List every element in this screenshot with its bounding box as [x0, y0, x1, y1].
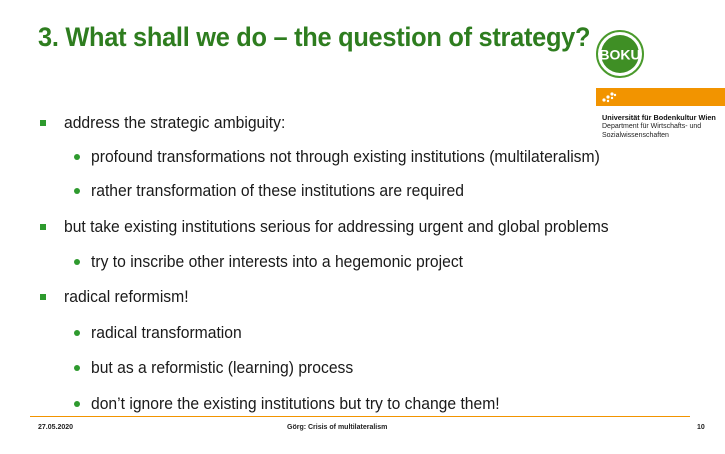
university-name: Universität für Bodenkultur Wien	[602, 113, 716, 122]
round-bullet-icon	[74, 401, 80, 407]
footer-date: 27.05.2020	[38, 424, 74, 431]
round-bullet-icon	[74, 154, 80, 160]
bullet-text: address the strategic ambiguity:	[64, 114, 286, 132]
bullet-text: radical reformism!	[64, 288, 189, 306]
university-color-bar	[596, 88, 725, 106]
square-bullet-icon	[40, 120, 46, 126]
department-line-2: Sozialwissenschaften	[602, 132, 669, 139]
dots-emblem-icon	[602, 92, 617, 103]
round-bullet-icon	[74, 365, 80, 371]
footer-title: Görg: Crisis of multilateralism	[287, 424, 388, 431]
square-bullet-icon	[40, 294, 46, 300]
bullet-text: try to inscribe other interests into a h…	[91, 253, 464, 271]
department-line-1: Department für Wirtschafts- und	[602, 123, 702, 130]
bullet-text: radical transformation	[91, 324, 242, 342]
bullet-text: rather transformation of these instituti…	[91, 182, 464, 200]
page-number: 10	[697, 424, 705, 431]
bullet-text: profound transformations not through exi…	[91, 148, 600, 166]
bullet-text: but as a reformistic (learning) process	[91, 359, 354, 377]
slide-title: 3. What shall we do – the question of st…	[38, 22, 591, 52]
footer-divider	[30, 416, 690, 417]
bullet-text: but take existing institutions serious f…	[64, 218, 609, 236]
round-bullet-icon	[74, 188, 80, 194]
square-bullet-icon	[40, 224, 46, 230]
bullet-text: don’t ignore the existing institutions b…	[91, 395, 500, 413]
round-bullet-icon	[74, 259, 80, 265]
boku-logo-icon: BOKU	[596, 30, 644, 78]
round-bullet-icon	[74, 330, 80, 336]
university-block: Universität für Bodenkultur Wien Departm…	[602, 113, 716, 140]
logo-text: BOKU	[599, 47, 640, 63]
